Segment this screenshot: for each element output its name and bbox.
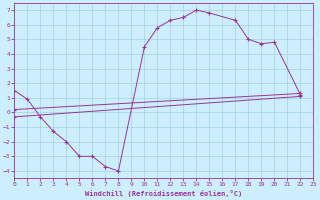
X-axis label: Windchill (Refroidissement éolien,°C): Windchill (Refroidissement éolien,°C) — [85, 190, 243, 197]
